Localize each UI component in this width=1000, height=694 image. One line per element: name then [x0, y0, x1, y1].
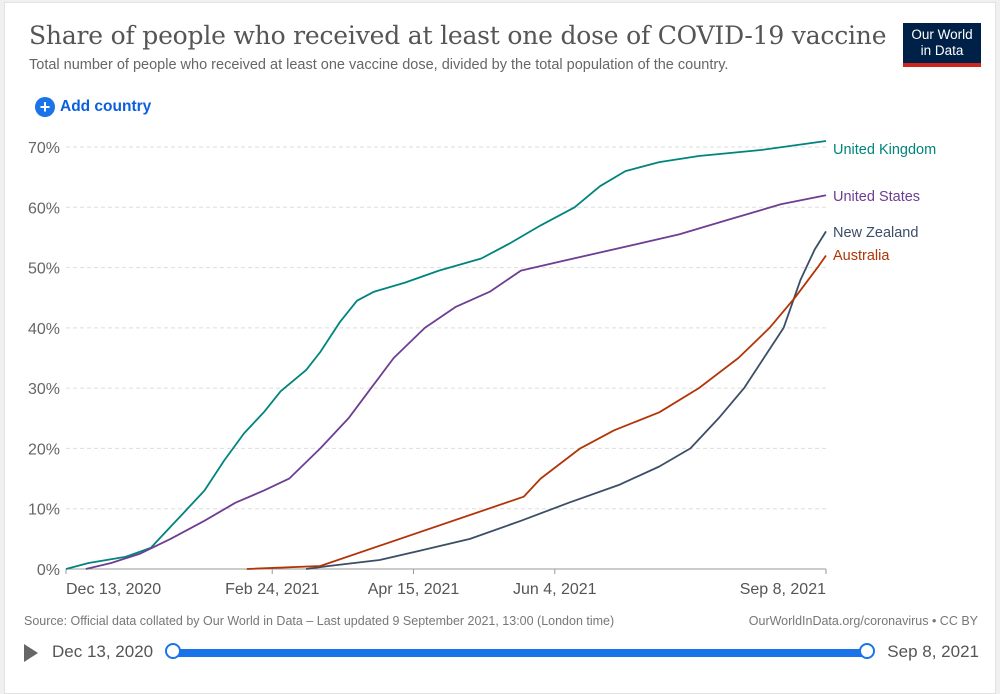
series-label[interactable]: United States [833, 189, 920, 205]
timeline-start-label: Dec 13, 2020 [52, 642, 154, 661]
series-label[interactable]: New Zealand [833, 225, 918, 241]
logo-line2: in Data [920, 43, 964, 58]
owid-logo[interactable]: Our World in Data [903, 23, 981, 67]
y-tick-label: 10% [28, 502, 60, 519]
series-line-new-zealand[interactable] [305, 230, 827, 570]
series-label[interactable]: Australia [833, 248, 890, 264]
chart-title: Share of people who received at least on… [29, 21, 887, 50]
line-chart: 0% 10% 20% 30% 40% 50% 60% 70% Dec 13, 2020 Feb … [28, 140, 936, 598]
series-labels: United Kingdom United States New Zealand Au… [833, 142, 936, 264]
x-tick-label: Sep 8, 2021 [740, 581, 826, 598]
series-label[interactable]: United Kingdom [833, 142, 936, 158]
plus-circle-icon: + [35, 97, 55, 117]
grid-lines [66, 146, 826, 510]
series-line-australia[interactable] [246, 254, 827, 570]
timeline: Dec 13, 2020 Sep 8, 2021 [24, 640, 979, 666]
logo-line1: Our World [911, 27, 973, 42]
x-axis: Dec 13, 2020 Feb 24, 2021 Apr 15, 2021 Jun … [65, 568, 827, 598]
y-axis: 0% 10% 20% 30% 40% 50% 60% 70% [28, 140, 60, 579]
x-tick-label: Feb 24, 2021 [225, 581, 319, 598]
y-tick-label: 70% [28, 140, 60, 157]
y-tick-label: 50% [28, 261, 60, 278]
timeline-end-handle[interactable] [859, 643, 875, 659]
license-link[interactable]: OurWorldInData.org/coronavirus • CC BY [748, 614, 978, 628]
chart-subtitle: Total number of people who received at l… [29, 57, 729, 73]
series-line-united-kingdom[interactable] [65, 140, 827, 570]
series-lines [65, 140, 827, 570]
x-tick-label: Dec 13, 2020 [66, 581, 161, 598]
x-tick-label: Jun 4, 2021 [513, 581, 597, 598]
add-country-button[interactable]: + Add country [35, 97, 151, 117]
source-note: Source: Official data collated by Our Wo… [24, 614, 615, 628]
play-icon[interactable] [24, 644, 38, 662]
y-tick-label: 60% [28, 200, 60, 217]
timeline-track[interactable] [174, 649, 867, 657]
x-tick-label: Apr 15, 2021 [368, 581, 460, 598]
series-line-united-states[interactable] [85, 194, 827, 570]
add-country-label: Add country [60, 98, 152, 115]
chart-card: Share of people who received at least on… [4, 2, 996, 694]
y-tick-label: 40% [28, 321, 60, 338]
y-tick-label: 30% [28, 381, 60, 398]
timeline-start-handle[interactable] [165, 643, 181, 659]
y-tick-label: 0% [37, 562, 60, 579]
y-tick-label: 20% [28, 441, 60, 458]
timeline-end-label: Sep 8, 2021 [887, 642, 979, 661]
